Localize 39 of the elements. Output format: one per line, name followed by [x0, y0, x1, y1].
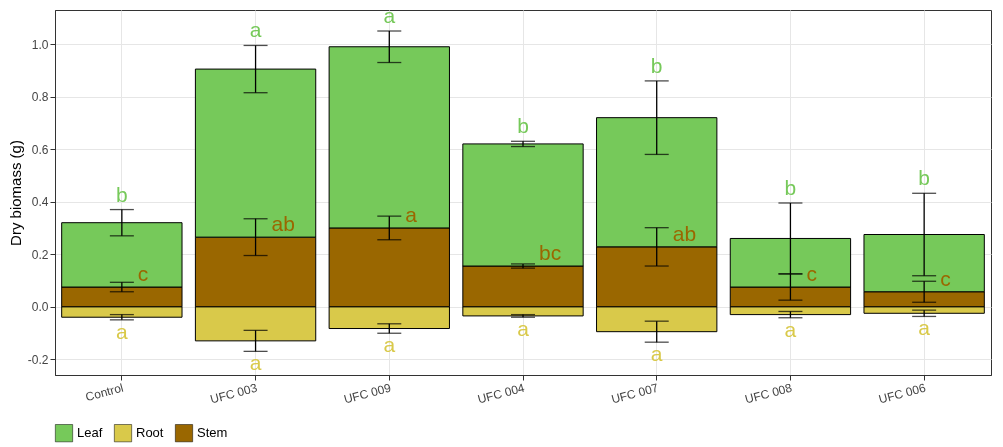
x-tick-label: Control — [83, 380, 125, 405]
y-tick-label: 0.4 — [31, 195, 49, 210]
y-tick-label: -0.2 — [27, 352, 49, 367]
x-tick-label: UFC 008 — [743, 380, 794, 407]
y-tick-label: 0.6 — [31, 142, 49, 157]
x-tick-label: UFC 003 — [208, 380, 259, 407]
data-label: b — [784, 176, 797, 199]
y-tick-label: 0.8 — [31, 90, 49, 105]
data-label: a — [249, 18, 262, 42]
legend-label: Root — [136, 425, 164, 441]
data-label: c — [940, 266, 951, 290]
x-tick-label: UFC 009 — [342, 380, 393, 407]
data-label: ab — [672, 221, 697, 245]
x-tick-label: UFC 006 — [877, 380, 928, 407]
data-label: a — [383, 4, 396, 28]
data-label: c — [806, 262, 817, 286]
y-tick-label: 0.2 — [31, 247, 49, 262]
data-label: b — [650, 53, 663, 77]
data-label: b — [116, 182, 128, 206]
y-tick-label: 1.0 — [31, 37, 49, 52]
legend-label: Leaf — [77, 425, 103, 441]
data-label: a — [784, 317, 797, 341]
data-label: a — [249, 351, 262, 375]
legend-label: Stem — [197, 425, 228, 441]
x-tick-label: UFC 004 — [476, 380, 527, 407]
x-tick-label: UFC 007 — [609, 380, 661, 407]
data-label: b — [517, 114, 529, 138]
data-label: a — [650, 342, 663, 366]
data-label: bc — [539, 241, 562, 265]
data-label: a — [383, 333, 396, 357]
data-label: a — [405, 202, 418, 226]
data-label: a — [918, 316, 931, 340]
data-label: ab — [271, 212, 295, 236]
data-label: a — [517, 317, 530, 341]
data-label: a — [116, 319, 129, 343]
y-axis-title: Dry biomass (g) — [6, 140, 24, 246]
y-tick-label: 0.0 — [31, 300, 49, 315]
data-label: b — [918, 166, 930, 190]
data-label: c — [137, 262, 149, 286]
